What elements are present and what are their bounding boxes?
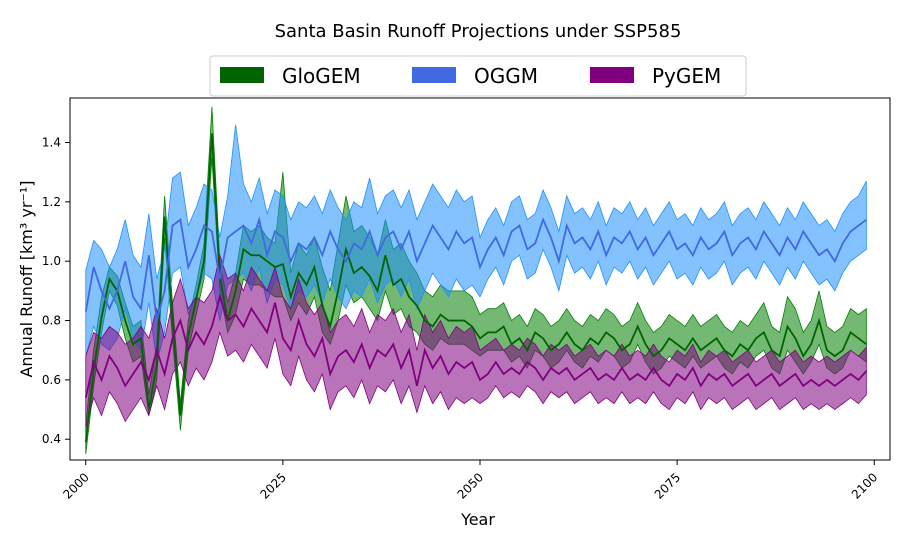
x-axis: 2000 2025 2050 2075 2100 bbox=[60, 460, 880, 502]
legend-swatch-oggm bbox=[412, 67, 456, 83]
y-tick-label: 0.4 bbox=[42, 432, 61, 446]
legend-label-glogem: GloGEM bbox=[282, 64, 361, 88]
y-tick-label: 0.6 bbox=[42, 373, 61, 387]
x-tick-label: 2050 bbox=[455, 470, 486, 501]
oggm-range-band bbox=[85, 124, 867, 363]
x-tick-label: 2000 bbox=[60, 470, 91, 501]
oggm-mean-line bbox=[84, 216, 867, 321]
plot-area bbox=[84, 106, 868, 455]
legend-label-oggm: OGGM bbox=[474, 64, 538, 88]
legend-swatch-glogem bbox=[220, 67, 264, 83]
pygem-mean-line bbox=[84, 293, 868, 398]
legend-label-pygem: PyGEM bbox=[652, 64, 721, 88]
y-axis: 0.4 0.6 0.8 1.0 1.2 1.4 bbox=[42, 136, 70, 446]
x-axis-title: Year bbox=[460, 510, 495, 529]
y-tick-label: 1.0 bbox=[42, 254, 61, 268]
y-tick-label: 1.4 bbox=[42, 136, 61, 150]
glogem-mean-line bbox=[84, 133, 867, 443]
y-tick-label: 0.8 bbox=[42, 314, 61, 328]
y-axis-title: Annual Runoff [km³ yr⁻¹] bbox=[17, 180, 36, 377]
chart-title: Santa Basin Runoff Projections under SSP… bbox=[275, 21, 682, 42]
y-tick-label: 1.2 bbox=[42, 195, 61, 209]
legend: GloGEM OGGM PyGEM bbox=[209, 55, 747, 97]
x-tick-label: 2025 bbox=[258, 470, 289, 501]
legend-swatch-pygem bbox=[590, 67, 634, 83]
legend-frame bbox=[209, 55, 747, 97]
x-tick-label: 2075 bbox=[652, 470, 683, 501]
x-tick-label: 2100 bbox=[849, 470, 880, 501]
